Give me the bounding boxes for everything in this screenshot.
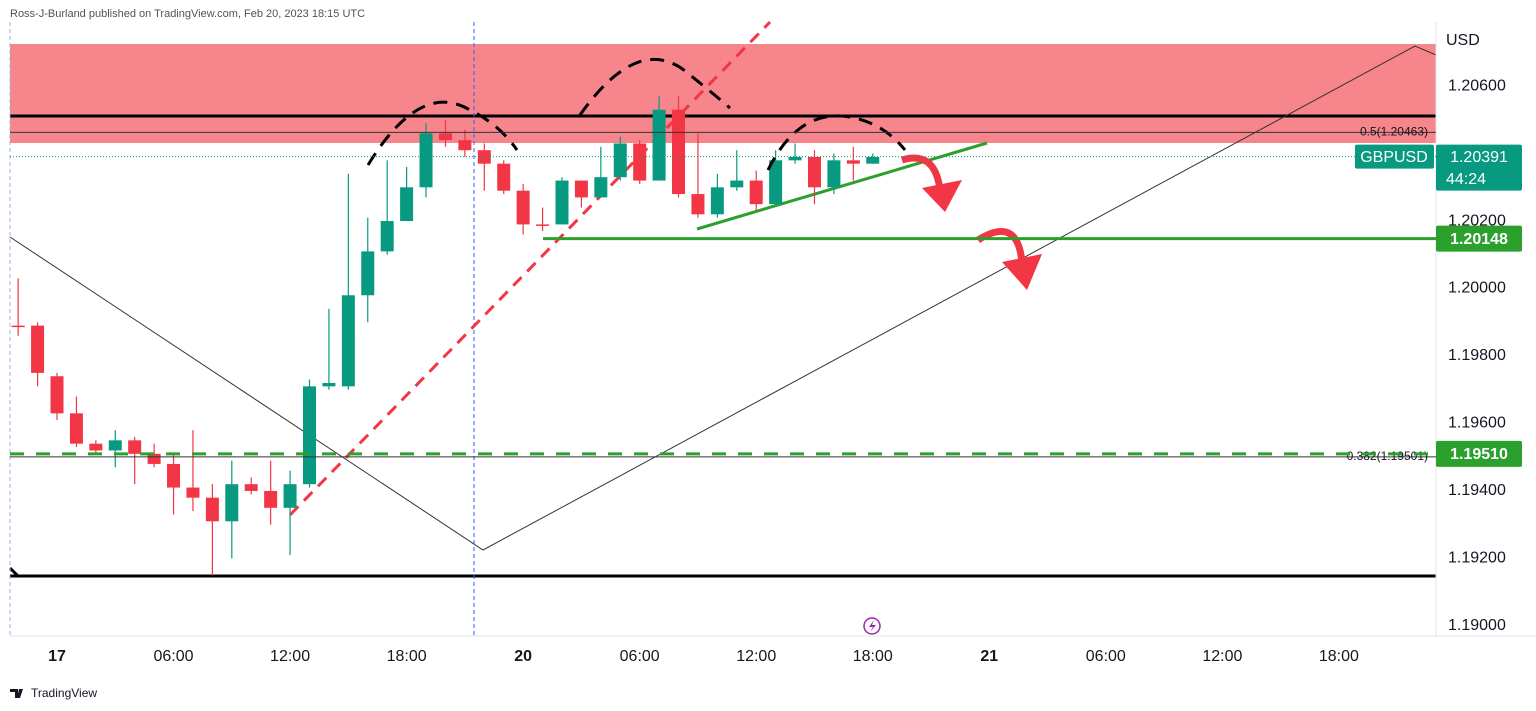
level-label: 1.20148 — [1450, 231, 1508, 248]
footer: TradingView — [31, 686, 97, 700]
symbol-label-box — [1355, 144, 1434, 169]
candle-body — [380, 221, 394, 252]
arrow — [900, 154, 944, 191]
candle-body — [846, 160, 860, 164]
candle-body — [89, 443, 103, 451]
candle-body — [147, 453, 161, 464]
candle-body — [516, 190, 530, 225]
last-price-box — [1436, 144, 1522, 191]
candle-body — [302, 386, 316, 485]
arrow-head — [1002, 254, 1042, 290]
candle-body — [672, 109, 686, 195]
candle-body — [186, 487, 200, 498]
candle-body — [497, 163, 511, 191]
x-tick-label: 12:00 — [1202, 648, 1242, 665]
x-tick-label: 20 — [514, 648, 532, 665]
candle-body — [652, 109, 666, 181]
candle-body — [574, 180, 588, 198]
y-tick-label: 1.20200 — [1448, 212, 1506, 229]
candle-body — [749, 180, 763, 205]
candle-body — [322, 382, 336, 387]
candles — [11, 96, 880, 576]
candle-body — [244, 484, 258, 491]
candle-body — [167, 463, 181, 488]
candle-body — [555, 180, 569, 225]
currency: USD — [1446, 32, 1480, 49]
resistance-zone — [10, 44, 1436, 143]
fib-level-label: 0.5(1.20463) — [1360, 124, 1428, 138]
candle-body — [710, 187, 724, 215]
candle-body — [205, 497, 219, 522]
x-tick-label: 17 — [48, 648, 66, 665]
candle-body — [361, 251, 375, 296]
candle-body — [827, 160, 841, 188]
y-tick-label: 1.19600 — [1448, 415, 1506, 432]
candle-body — [264, 490, 278, 508]
symbol-label: GBPUSD — [1360, 149, 1428, 166]
pattern-arc — [578, 58, 731, 116]
candle-body — [458, 140, 472, 151]
x-tick-label: 18:00 — [853, 648, 893, 665]
candle-body — [438, 133, 452, 141]
candle-body — [341, 295, 355, 387]
y-tick-label: 1.20000 — [1448, 280, 1506, 297]
candle-body — [69, 413, 83, 444]
candle-body — [691, 194, 705, 215]
candle-body — [866, 156, 880, 164]
candle-body — [225, 484, 239, 522]
candle-body — [31, 325, 45, 373]
candle-body — [128, 440, 142, 454]
last-price-label: 1.20391 — [1450, 149, 1508, 166]
event-icon — [863, 617, 881, 635]
candle-body — [283, 484, 297, 508]
candle-body — [769, 160, 783, 205]
candle-body — [419, 133, 433, 188]
rising-trend-line — [696, 141, 988, 231]
fib-level-label: 0.382(1.19501) — [1347, 449, 1428, 463]
fib-trend-line — [9, 45, 1437, 551]
arrow — [976, 227, 1026, 264]
candle-body — [633, 143, 647, 181]
candle-body — [536, 224, 550, 226]
x-tick-label: 06:00 — [620, 648, 660, 665]
y-tick-label: 1.19400 — [1448, 482, 1506, 499]
candle-body — [11, 325, 25, 328]
candle-body — [108, 440, 122, 451]
y-tick-label: 1.20600 — [1448, 77, 1506, 94]
x-tick-label: 12:00 — [736, 648, 776, 665]
x-tick-label: 21 — [980, 648, 998, 665]
y-tick-label: 1.19200 — [1448, 550, 1506, 567]
support-line-end — [8, 566, 20, 578]
logo — [10, 689, 23, 698]
y-tick-label: 1.19800 — [1448, 347, 1506, 364]
event-icon — [869, 620, 876, 632]
level-label: 1.19510 — [1450, 446, 1508, 463]
x-tick-label: 12:00 — [270, 648, 310, 665]
header: Ross-J-Burland published on TradingView.… — [10, 8, 365, 20]
countdown: 44:24 — [1446, 171, 1486, 188]
candle-body — [50, 376, 64, 414]
y-tick-label: 1.19000 — [1448, 617, 1506, 634]
candle-body — [594, 177, 608, 198]
arrow-head — [922, 180, 962, 212]
candle-body — [788, 156, 802, 161]
level-label-box — [1436, 225, 1522, 252]
x-tick-label: 06:00 — [1086, 648, 1126, 665]
candle-body — [400, 187, 414, 222]
candle-body — [807, 156, 821, 188]
x-tick-label: 18:00 — [1319, 648, 1359, 665]
pattern-arc — [766, 114, 907, 171]
x-tick-label: 18:00 — [387, 648, 427, 665]
x-tick-label: 06:00 — [154, 648, 194, 665]
trend-line — [288, 20, 772, 517]
candle-body — [613, 143, 627, 178]
level-label-box — [1436, 440, 1522, 467]
candle-body — [730, 180, 744, 188]
